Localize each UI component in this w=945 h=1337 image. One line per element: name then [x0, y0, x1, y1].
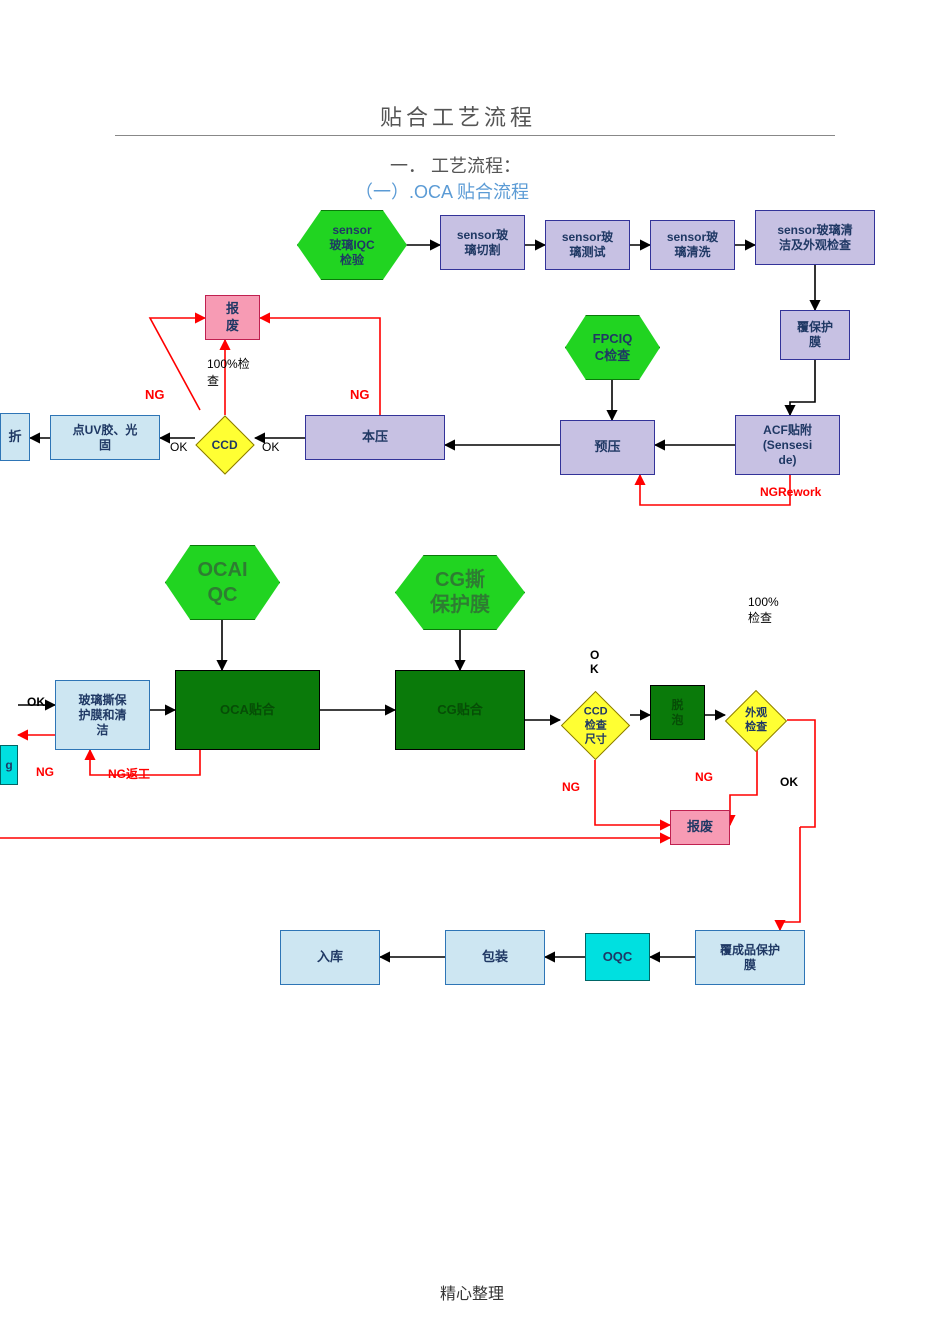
edge	[787, 720, 815, 827]
label-ngrework: NGRework	[760, 485, 821, 499]
node-oqc-label: OQC	[599, 947, 637, 967]
node-gfrag-label: g	[1, 756, 16, 775]
node-sensor_cut-label: sensor玻 璃切割	[453, 226, 512, 260]
node-defoam: 脱 泡	[650, 685, 705, 740]
page-footer: 精心整理	[440, 1280, 504, 1304]
node-oca_iqc-label: OCAI QC	[194, 556, 252, 610]
node-cg_strip-label: CG撕 保护膜	[426, 566, 494, 620]
label-ok1: OK	[170, 440, 187, 454]
edge	[790, 360, 815, 415]
label-ng4: NG	[562, 780, 580, 794]
title-underline	[115, 135, 835, 136]
node-appearance: 外观 检查	[725, 690, 787, 752]
node-sensor_wash-label: sensor玻 璃清洗	[663, 228, 722, 262]
node-oqc: OQC	[585, 933, 650, 981]
node-acf-label: ACF贴附 (Sensesi de)	[759, 421, 816, 470]
section-heading-1: 一． 工艺流程：	[390, 152, 521, 178]
node-fold: 折	[0, 413, 30, 461]
node-sensor_clean-label: sensor玻璃清 洁及外观检查	[773, 221, 856, 255]
label-ng_rework2: NG返工	[108, 765, 150, 782]
page-stage: { "page": { "title": "贴合工艺流程", "title_fo…	[0, 0, 945, 1337]
node-pack: 包装	[445, 930, 545, 985]
page-title: 贴合工艺流程	[380, 100, 536, 132]
node-prepress: 预压	[560, 420, 655, 475]
node-glass_clean: 玻璃撕保 护膜和清 洁	[55, 680, 150, 750]
node-stock: 入库	[280, 930, 380, 985]
node-cg_bond-label: CG贴合	[433, 700, 487, 720]
node-cover_film-label: 覆保护 膜	[793, 318, 837, 352]
section-heading-2: （一）.OCA 贴合流程	[355, 178, 529, 204]
node-ccd1: CCD	[195, 415, 254, 474]
node-sensor_iqc: sensor 玻璃IQC 检验	[297, 210, 407, 280]
node-stock-label: 入库	[313, 947, 347, 967]
edge	[780, 827, 800, 930]
node-mainpress-label: 本压	[358, 427, 392, 447]
node-scrap2-label: 报废	[683, 817, 717, 837]
edge	[595, 760, 670, 825]
node-cg_strip: CG撕 保护膜	[395, 555, 525, 630]
label-checks100_1: 100%检 查	[207, 355, 250, 389]
label-ok2: OK	[262, 440, 279, 454]
node-cover_fin: 覆成品保护 膜	[695, 930, 805, 985]
node-cg_bond: CG贴合	[395, 670, 525, 750]
node-gfrag: g	[0, 745, 18, 785]
label-checks100_2: 100% 检查	[748, 595, 779, 626]
node-scrap1: 报 废	[205, 295, 260, 340]
node-sensor_wash: sensor玻 璃清洗	[650, 220, 735, 270]
node-ccd1-label: CCD	[208, 436, 242, 455]
node-fold-label: 折	[4, 427, 25, 447]
label-ok5: OK	[780, 775, 798, 789]
node-oca_bond-label: OCA贴合	[216, 700, 279, 720]
node-cover_fin-label: 覆成品保护 膜	[716, 941, 784, 975]
node-appearance-label: 外观 检查	[741, 705, 771, 737]
node-sensor_cut: sensor玻 璃切割	[440, 215, 525, 270]
node-oca_iqc: OCAI QC	[165, 545, 280, 620]
node-oca_bond: OCA贴合	[175, 670, 320, 750]
node-scrap2: 报废	[670, 810, 730, 845]
node-ccd2-label: CCD 检查 尺寸	[579, 702, 611, 747]
node-prepress-label: 预压	[590, 437, 624, 457]
node-mainpress: 本压	[305, 415, 445, 460]
node-fpciqc: FPCIQ C检查	[565, 315, 660, 380]
label-ng5: NG	[695, 770, 713, 784]
node-acf: ACF贴附 (Sensesi de)	[735, 415, 840, 475]
node-cover_film: 覆保护 膜	[780, 310, 850, 360]
node-sensor_test: sensor玻 璃测试	[545, 220, 630, 270]
node-pack-label: 包装	[478, 947, 512, 967]
node-sensor_iqc-label: sensor 玻璃IQC 检验	[325, 221, 378, 270]
node-sensor_clean: sensor玻璃清 洁及外观检查	[755, 210, 875, 265]
node-glass_clean-label: 玻璃撕保 护膜和清 洁	[74, 691, 130, 740]
label-ok3: OK	[27, 695, 45, 709]
label-ng1: NG	[145, 387, 165, 402]
node-sensor_test-label: sensor玻 璃测试	[558, 228, 617, 262]
edge	[730, 750, 757, 825]
node-scrap1-label: 报 废	[222, 299, 243, 336]
label-ok4: O K	[590, 648, 599, 676]
node-uv-label: 点UV胶、光 固	[69, 421, 142, 455]
label-ng3: NG	[36, 765, 54, 779]
label-ng2: NG	[350, 387, 370, 402]
node-uv: 点UV胶、光 固	[50, 415, 160, 460]
node-fpciqc-label: FPCIQ C检查	[589, 329, 637, 366]
node-ccd2: CCD 检查 尺寸	[560, 690, 629, 759]
node-defoam-label: 脱 泡	[667, 696, 687, 730]
